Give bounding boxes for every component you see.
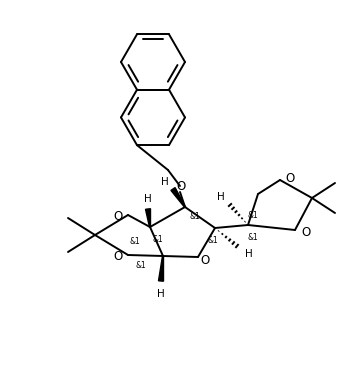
- Text: H: H: [217, 192, 225, 202]
- Text: H: H: [157, 289, 165, 299]
- Text: &1: &1: [208, 236, 218, 244]
- Polygon shape: [171, 188, 185, 207]
- Text: &1: &1: [190, 211, 200, 221]
- Text: O: O: [301, 226, 310, 239]
- Text: &1: &1: [136, 262, 146, 270]
- Text: O: O: [200, 254, 210, 267]
- Text: O: O: [114, 210, 123, 223]
- Text: O: O: [114, 249, 123, 262]
- Text: &1: &1: [153, 234, 164, 244]
- Text: H: H: [144, 194, 152, 204]
- Polygon shape: [145, 209, 150, 227]
- Text: &1: &1: [130, 236, 141, 246]
- Text: H: H: [245, 249, 253, 259]
- Polygon shape: [159, 256, 164, 281]
- Text: O: O: [176, 180, 185, 193]
- Text: H: H: [161, 177, 169, 187]
- Text: &1: &1: [248, 211, 258, 219]
- Text: O: O: [285, 172, 294, 185]
- Text: &1: &1: [248, 232, 258, 242]
